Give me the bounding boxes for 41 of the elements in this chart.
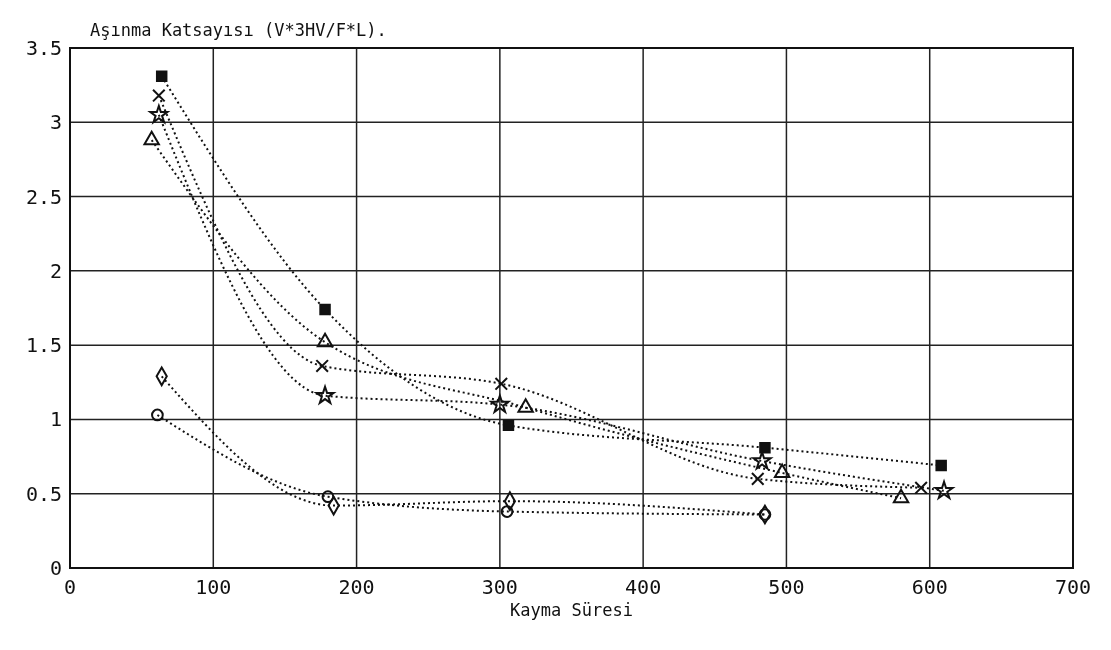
x-tick-label: 200 — [338, 575, 375, 599]
point — [143, 130, 160, 146]
point — [321, 490, 335, 504]
point — [319, 303, 331, 316]
point — [500, 505, 514, 518]
point — [935, 459, 947, 472]
point — [155, 70, 168, 82]
point — [152, 88, 166, 103]
point — [151, 408, 164, 422]
point — [315, 359, 329, 373]
point — [502, 419, 515, 432]
point — [313, 383, 337, 406]
x-tick-label: 600 — [911, 575, 948, 599]
point — [517, 398, 534, 413]
point — [759, 441, 771, 454]
x-tick-label: 700 — [1054, 575, 1092, 599]
x-tick-label: 400 — [625, 575, 662, 599]
point — [892, 488, 910, 504]
y-tick-label: 0 — [49, 556, 62, 580]
point — [750, 472, 765, 486]
x-axis-title: Kayma Süresi — [510, 600, 633, 620]
point — [750, 451, 774, 471]
y-tick-label: 3.5 — [25, 36, 62, 60]
x-tick-label: 500 — [768, 575, 805, 599]
point — [147, 103, 171, 125]
y-tick-label: 0.5 — [25, 481, 62, 506]
point — [758, 508, 772, 521]
point — [932, 478, 956, 501]
point — [316, 332, 334, 348]
y-tick-label: 2 — [49, 258, 62, 283]
point — [773, 463, 791, 479]
point — [914, 480, 928, 495]
point — [488, 393, 512, 415]
y-tick-label: 3 — [49, 110, 62, 135]
x-tick-label: 300 — [481, 575, 518, 599]
y-tick-label: 2.5 — [25, 184, 62, 209]
chart-title: Aşınma Katsayısı (V*3HV/F*L). — [90, 20, 387, 40]
x-tick-label: 100 — [195, 575, 232, 599]
y-tick-label: 1 — [49, 407, 62, 432]
point — [494, 376, 509, 391]
y-tick-label: 1.5 — [25, 333, 62, 358]
